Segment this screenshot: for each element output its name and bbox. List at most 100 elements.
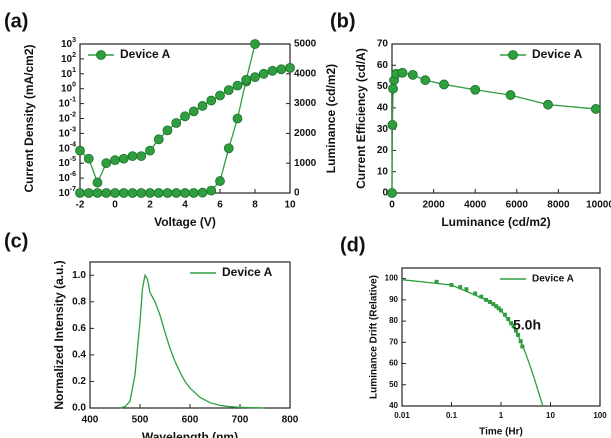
marker [110,155,120,166]
marker [118,188,129,198]
y-tick-label: 10 [377,166,389,177]
y-axis-label: Luminance Drift (Relative) [369,275,380,399]
marker [232,113,243,124]
x-axis-label: Luminance (cd/m2) [441,215,550,229]
marker [513,328,518,333]
marker [215,90,225,101]
marker [407,69,418,80]
marker [162,188,173,198]
y-tick-label: 30 [377,124,389,135]
marker [285,62,295,73]
x-tick-label: 0.01 [394,411,410,420]
marker [92,188,103,198]
x-tick-label: 2000 [422,200,445,211]
marker [206,185,217,196]
marker [515,332,520,337]
marker [188,106,199,117]
annotation: 5.0h [513,317,541,333]
marker [518,339,523,344]
series-line [79,67,291,185]
marker [494,304,499,309]
legend-marker [508,50,518,60]
y-tick-label: 0.8 [72,296,86,307]
panel-label: (b) [330,10,356,32]
y-tick-label: 102 [61,52,76,65]
marker [136,188,147,198]
x-tick-label: 8 [252,200,258,211]
y-tick-label: 40 [377,102,389,113]
x-tick-label: 6000 [506,200,529,211]
y-tick-label: 80 [389,316,398,325]
marker [470,84,481,95]
marker [387,188,397,198]
x-tick-label: 10 [284,200,296,211]
panel-label: (c) [4,230,28,252]
marker [136,151,147,161]
marker [506,316,511,321]
panel: (c) 400 500 600 700 800 0.0 0.2 0.4 0.6 0.8 1.0 Wave… [4,230,299,438]
plot-frame [89,261,291,409]
x-tick-label: 400 [82,415,99,426]
y-tick-label: 0 [382,188,388,199]
x-tick-label: 10 [546,411,555,420]
marker [434,279,439,284]
marker [499,308,503,313]
x-tick-label: 600 [182,415,199,426]
legend-label: Device A [532,274,574,285]
x-tick-label: 6 [217,200,223,211]
x-tick-label: 8000 [547,200,570,211]
y-tick-label: 0.6 [72,323,86,334]
marker [75,188,85,198]
y2-axis-label: Luminance (cd/m2) [324,64,338,173]
marker [543,99,553,110]
marker [127,151,138,161]
y-tick-label: 0.0 [72,403,86,414]
marker [127,188,138,198]
y2-tick-label: 5000 [294,39,317,50]
y-tick-label: 60 [377,60,389,71]
marker [180,188,190,198]
y-tick-label: 10-3 [59,126,76,139]
legend-label: Device A [120,47,171,61]
plot-frame [401,267,601,407]
marker [197,101,208,111]
marker [145,145,155,156]
panel: (a) -2 0 2 4 6 8 10 10-7 10-6 10-5 10-4 10-3 10-2 10-1… [4,10,338,229]
marker [215,176,225,186]
y-tick-label: 10-4 [59,141,76,154]
marker [397,67,408,78]
x-tick-label: 2 [147,200,153,211]
y-axis-label: Normalized Intensity (a.u.) [52,260,66,409]
x-tick-label: 700 [232,415,249,426]
marker [171,188,182,198]
marker [162,125,173,136]
y2-tick-label: 1000 [294,158,317,169]
marker [502,312,507,317]
x-tick-label: 100 [593,411,607,420]
x-axis-label: Wavelength (nm) [142,430,238,438]
y-tick-label: 10-1 [59,96,76,109]
y-tick-label: 10-6 [59,171,76,184]
marker [145,188,155,198]
marker [250,72,260,83]
plot-area [387,67,601,198]
marker [206,95,217,106]
legend-label: Device A [532,47,583,61]
plot-area [401,279,544,407]
series-line [80,43,256,194]
marker [223,85,234,96]
marker [276,64,287,75]
panel-label: (a) [4,10,28,32]
y-tick-label: 100 [385,274,399,283]
marker [511,324,516,329]
y-tick-label: 10-5 [59,156,76,169]
marker [458,285,463,290]
marker [75,145,85,156]
x-tick-label: 4000 [464,200,487,211]
marker [590,104,601,114]
y-tick-label: 101 [61,67,76,80]
x-axis-label: Voltage (V) [154,215,216,229]
y-tick-label: 1.0 [72,270,86,281]
marker [171,118,182,128]
